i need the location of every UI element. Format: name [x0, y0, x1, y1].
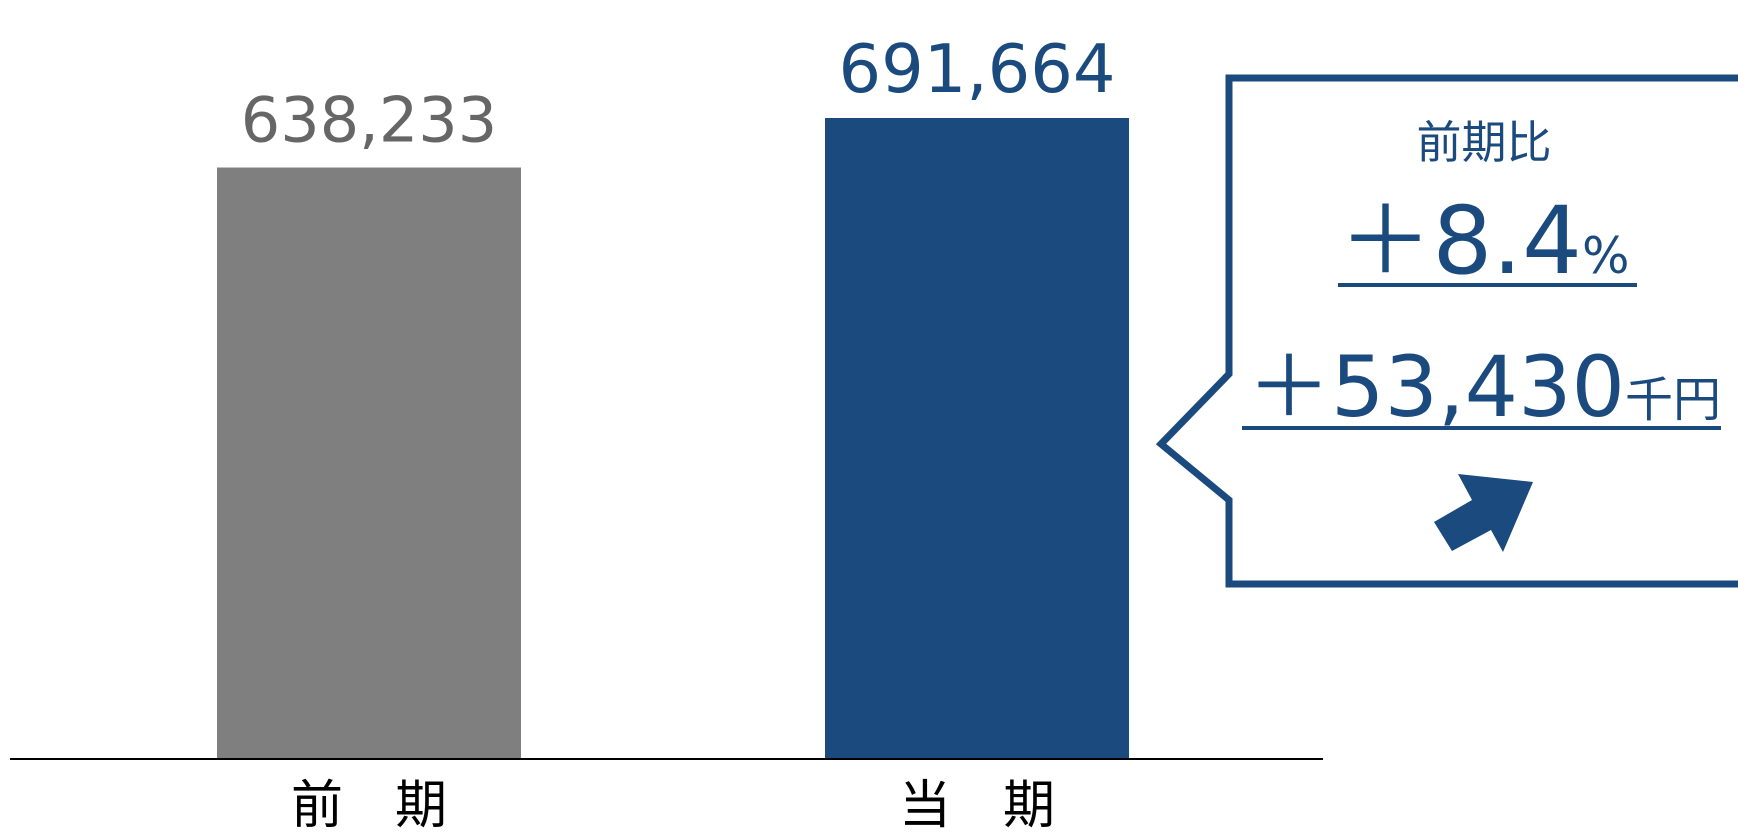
callout-amount-unit: 千円: [1625, 372, 1721, 428]
comparison-callout: 前期比 ＋8.4% ＋53,430千円: [1155, 74, 1738, 588]
x-tick-label-previous-period: 前 期: [291, 776, 447, 834]
arrow-up-right-icon: [1434, 474, 1533, 552]
callout-amount-value: ＋53,430: [1247, 338, 1625, 436]
bars-layer: [217, 118, 1129, 759]
data-label-previous-period: 638,233: [241, 84, 497, 157]
callout-box: [1155, 74, 1738, 588]
x-tick-label-current-period: 当 期: [899, 776, 1055, 834]
data-label-current-period: 691,664: [838, 30, 1115, 108]
bar-current-period: [825, 118, 1129, 759]
bar-previous-period: [217, 167, 521, 759]
labels-layer: 638,233 前 期 691,664 当 期: [241, 30, 1116, 834]
callout-amount: ＋53,430千円: [1247, 338, 1721, 436]
callout-percent: ＋8.4%: [1338, 187, 1629, 296]
callout-percent-unit: %: [1582, 227, 1630, 285]
callout-percent-value: ＋8.4: [1338, 187, 1582, 296]
callout-title: 前期比: [1416, 116, 1551, 169]
